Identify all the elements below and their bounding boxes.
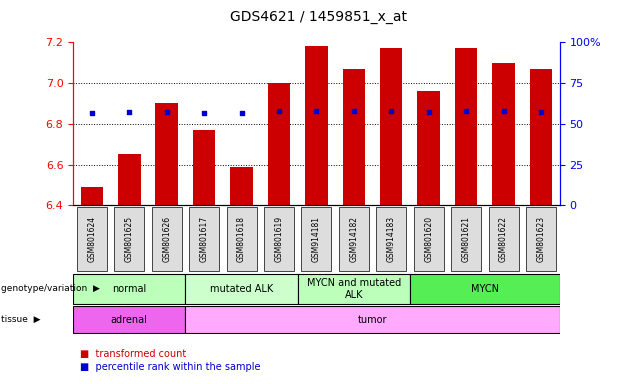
- Bar: [268, 83, 290, 205]
- Point: [424, 109, 434, 115]
- Bar: [455, 48, 478, 205]
- Text: mutated ALK: mutated ALK: [210, 284, 273, 294]
- FancyBboxPatch shape: [488, 207, 518, 271]
- FancyBboxPatch shape: [410, 274, 560, 304]
- Point: [86, 109, 97, 116]
- FancyBboxPatch shape: [73, 306, 186, 333]
- Text: GSM801623: GSM801623: [537, 216, 546, 262]
- FancyBboxPatch shape: [339, 207, 369, 271]
- Point: [312, 108, 321, 114]
- Text: adrenal: adrenal: [111, 314, 148, 325]
- FancyBboxPatch shape: [152, 207, 182, 271]
- FancyBboxPatch shape: [114, 207, 144, 271]
- FancyBboxPatch shape: [413, 207, 444, 271]
- Point: [386, 108, 396, 114]
- Bar: [530, 69, 552, 205]
- Text: GSM914183: GSM914183: [387, 216, 396, 262]
- FancyBboxPatch shape: [264, 207, 294, 271]
- Bar: [193, 130, 216, 205]
- Text: normal: normal: [112, 284, 146, 294]
- Text: GSM801618: GSM801618: [237, 216, 246, 262]
- Point: [536, 109, 546, 115]
- Bar: [81, 187, 103, 205]
- Text: GSM801624: GSM801624: [87, 216, 96, 262]
- Point: [237, 109, 247, 116]
- FancyBboxPatch shape: [298, 274, 410, 304]
- Bar: [230, 167, 252, 205]
- Text: MYCN and mutated
ALK: MYCN and mutated ALK: [307, 278, 401, 300]
- Bar: [492, 63, 515, 205]
- FancyBboxPatch shape: [451, 207, 481, 271]
- Point: [349, 108, 359, 114]
- Point: [274, 108, 284, 114]
- Bar: [343, 69, 365, 205]
- Bar: [417, 91, 440, 205]
- Text: GSM801621: GSM801621: [462, 216, 471, 262]
- Point: [124, 109, 134, 115]
- FancyBboxPatch shape: [77, 207, 107, 271]
- Text: GSM801622: GSM801622: [499, 216, 508, 262]
- FancyBboxPatch shape: [189, 207, 219, 271]
- Text: GDS4621 / 1459851_x_at: GDS4621 / 1459851_x_at: [230, 10, 406, 24]
- Point: [461, 108, 471, 114]
- Bar: [305, 46, 328, 205]
- FancyBboxPatch shape: [73, 274, 186, 304]
- Text: genotype/variation  ▶: genotype/variation ▶: [1, 285, 100, 293]
- Bar: [380, 48, 403, 205]
- Text: GSM914181: GSM914181: [312, 216, 321, 262]
- FancyBboxPatch shape: [301, 207, 331, 271]
- FancyBboxPatch shape: [186, 274, 298, 304]
- Text: ■  percentile rank within the sample: ■ percentile rank within the sample: [80, 362, 260, 372]
- Text: ■  transformed count: ■ transformed count: [80, 349, 186, 359]
- Point: [499, 108, 509, 114]
- Text: MYCN: MYCN: [471, 284, 499, 294]
- FancyBboxPatch shape: [186, 306, 560, 333]
- Text: tumor: tumor: [358, 314, 387, 325]
- FancyBboxPatch shape: [377, 207, 406, 271]
- Point: [162, 109, 172, 115]
- Bar: [155, 103, 178, 205]
- Text: tissue  ▶: tissue ▶: [1, 315, 41, 324]
- FancyBboxPatch shape: [526, 207, 556, 271]
- Text: GSM801619: GSM801619: [275, 216, 284, 262]
- Text: GSM801620: GSM801620: [424, 216, 433, 262]
- Text: GSM801626: GSM801626: [162, 216, 171, 262]
- FancyBboxPatch shape: [226, 207, 256, 271]
- Text: GSM914182: GSM914182: [349, 216, 358, 262]
- Point: [199, 109, 209, 116]
- Text: GSM801625: GSM801625: [125, 216, 134, 262]
- Bar: [118, 154, 141, 205]
- Text: GSM801617: GSM801617: [200, 216, 209, 262]
